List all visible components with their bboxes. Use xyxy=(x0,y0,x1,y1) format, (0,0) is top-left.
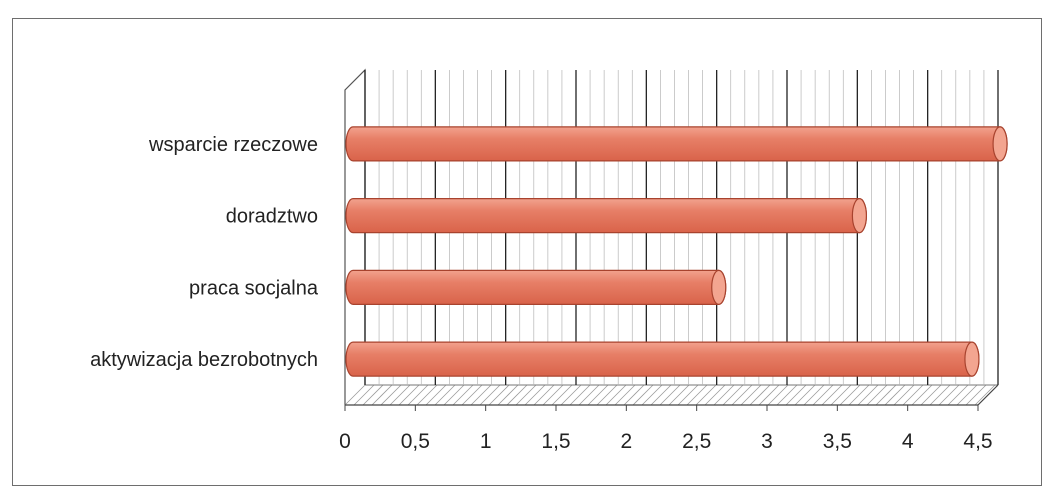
bar xyxy=(345,198,868,234)
category-label: praca socjalna xyxy=(189,277,319,299)
x-tick-label: 4 xyxy=(902,430,914,453)
x-tick-labels: 0 0,5 1 1,5 2 2,5 3 3,5 4 4,5 xyxy=(339,405,993,453)
x-tick-label: 3 xyxy=(761,430,773,453)
x-tick-label: 3,5 xyxy=(823,430,852,453)
floor-hatch xyxy=(344,384,999,406)
bar xyxy=(345,126,1008,162)
x-tick-label: 2,5 xyxy=(682,430,711,453)
x-tick-label: 1,5 xyxy=(541,430,570,453)
x-tick-label: 4,5 xyxy=(963,430,992,453)
category-label: doradztwo xyxy=(226,206,318,228)
x-tick-label: 1 xyxy=(480,430,492,453)
chart-frame xyxy=(12,18,1042,486)
category-label: wsparcie rzeczowe xyxy=(148,134,318,156)
bar xyxy=(345,341,980,377)
bars xyxy=(345,126,1008,377)
x-tick-label: 0,5 xyxy=(401,430,430,453)
x-tick-label: 0 xyxy=(339,430,351,453)
bar xyxy=(345,269,727,305)
x-tick-label: 2 xyxy=(620,430,632,453)
category-label: aktywizacja bezrobotnych xyxy=(90,349,318,371)
category-labels: aktywizacja bezrobotnych praca socjalna do… xyxy=(90,134,319,371)
